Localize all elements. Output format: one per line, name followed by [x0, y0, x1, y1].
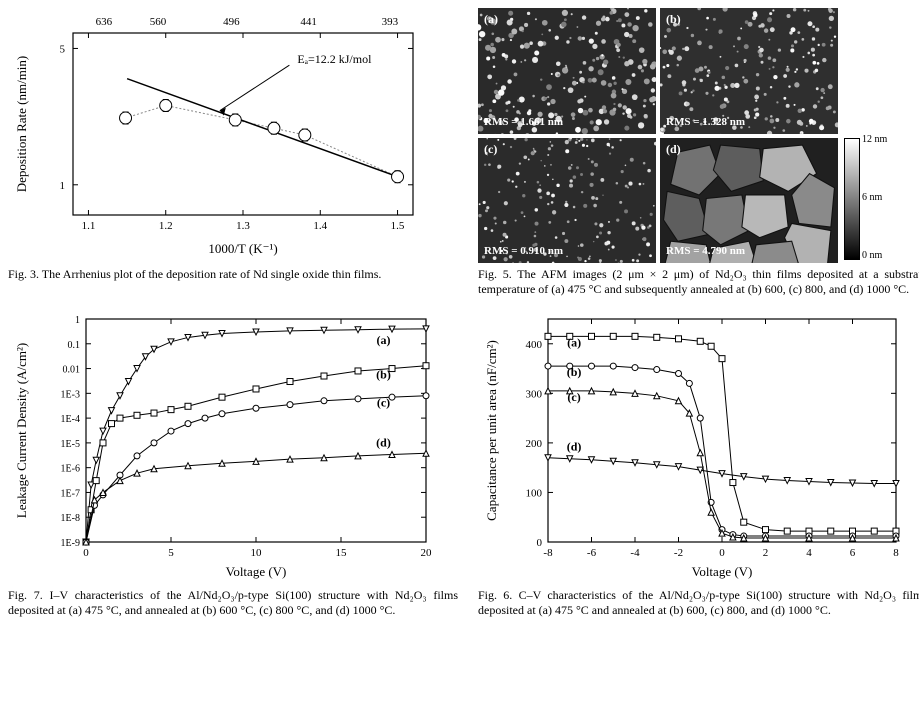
svg-text:5: 5	[168, 547, 174, 559]
svg-text:4: 4	[806, 547, 812, 559]
afm-panel-3: (d)RMS = 4.790 nm	[660, 138, 838, 264]
scale-mid: 6 nm	[862, 192, 882, 203]
svg-text:(c): (c)	[567, 390, 580, 404]
svg-text:1.2: 1.2	[159, 220, 173, 232]
fig3-plot: 1.1 1.2 1.3 1.4 1.5 636 560 496 441 393 1 5 Eₐ=12.2 …	[8, 8, 428, 263]
fig5-caption: Fig. 5. The AFM images (2 μm × 2 μm) of …	[478, 267, 919, 297]
svg-text:1.1: 1.1	[82, 220, 96, 232]
fig7-caption: Fig. 7. I–V characteristics of the Al/Nd…	[8, 588, 458, 618]
afm-panel-1: (b)RMS = 1.328 nm	[660, 8, 838, 134]
afm-panel-2: (c)RMS = 0.910 nm	[478, 138, 656, 264]
svg-text:(d): (d)	[376, 436, 391, 450]
svg-text:1E-8: 1E-8	[61, 513, 80, 524]
svg-text:0: 0	[537, 537, 543, 549]
svg-text:2: 2	[763, 547, 769, 559]
fig5-scalebar: 12 nm 6 nm 0 nm	[844, 138, 860, 258]
svg-text:8: 8	[893, 547, 899, 559]
svg-text:1.4: 1.4	[313, 220, 327, 232]
afm-panel-0: (a)RMS = 1.661 nm	[478, 8, 656, 134]
svg-text:1000/T (K⁻¹): 1000/T (K⁻¹)	[208, 241, 277, 256]
svg-text:441: 441	[300, 16, 317, 28]
svg-text:-2: -2	[674, 547, 683, 559]
svg-text:0: 0	[719, 547, 725, 559]
fig5-afm-grid: (a)RMS = 1.661 nm(b)RMS = 1.328 nm(c)RMS…	[478, 8, 838, 263]
scale-top: 12 nm	[862, 134, 887, 145]
svg-text:200: 200	[526, 438, 543, 450]
svg-text:(d): (d)	[567, 439, 582, 453]
svg-text:-6: -6	[587, 547, 597, 559]
svg-text:1: 1	[75, 315, 80, 326]
svg-text:10: 10	[251, 547, 263, 559]
svg-text:Leakage Current Density (A/cm²: Leakage Current Density (A/cm²)	[14, 343, 29, 518]
scale-bot: 0 nm	[862, 250, 882, 261]
svg-text:0: 0	[83, 547, 89, 559]
svg-text:1: 1	[60, 180, 66, 192]
svg-text:0.1: 0.1	[68, 340, 81, 351]
svg-text:300: 300	[526, 388, 543, 400]
svg-text:400: 400	[526, 339, 543, 351]
svg-text:(b): (b)	[567, 365, 582, 379]
svg-text:1E-5: 1E-5	[61, 439, 80, 450]
fig3-panel: 1.1 1.2 1.3 1.4 1.5 636 560 496 441 393 1 5 Eₐ=12.2 …	[8, 8, 458, 297]
fig3-caption: Fig. 3. The Arrhenius plot of the deposi…	[8, 267, 458, 282]
svg-text:1.3: 1.3	[236, 220, 250, 232]
svg-text:(a): (a)	[377, 333, 391, 347]
svg-text:100: 100	[526, 487, 543, 499]
fig7-plot: 0 5 10 15 20 1E-9 1E-8 1E-7 1E-6 1E-5 1E-4 1E-3 0.01…	[8, 309, 438, 584]
fig6-plot: -8 -6 -4 -2 0 2 4 6 8 0 100 200 300 400 (a) (b) (c) (d) Vo…	[478, 309, 908, 584]
svg-text:6: 6	[850, 547, 856, 559]
svg-text:(a): (a)	[567, 335, 581, 349]
svg-text:-4: -4	[630, 547, 640, 559]
fig5-panel: (a)RMS = 1.661 nm(b)RMS = 1.328 nm(c)RMS…	[478, 8, 919, 297]
svg-text:Eₐ=12.2 kJ/mol: Eₐ=12.2 kJ/mol	[297, 52, 372, 66]
fig6-panel: -8 -6 -4 -2 0 2 4 6 8 0 100 200 300 400 (a) (b) (c) (d) Vo…	[478, 309, 919, 618]
fig7-panel: 0 5 10 15 20 1E-9 1E-8 1E-7 1E-6 1E-5 1E-4 1E-3 0.01…	[8, 309, 458, 618]
svg-text:(b): (b)	[376, 367, 391, 381]
svg-text:1E-3: 1E-3	[61, 389, 80, 400]
svg-text:Capacitance per unit area (nF/: Capacitance per unit area (nF/cm²)	[484, 340, 499, 521]
svg-text:560: 560	[150, 16, 167, 28]
svg-text:393: 393	[382, 16, 399, 28]
svg-text:-8: -8	[543, 547, 553, 559]
svg-text:Deposition Rate (nm/min): Deposition Rate (nm/min)	[14, 56, 29, 192]
svg-text:1.5: 1.5	[391, 220, 405, 232]
svg-text:Voltage (V): Voltage (V)	[226, 564, 287, 579]
svg-text:Voltage (V): Voltage (V)	[692, 564, 753, 579]
svg-text:1E-4: 1E-4	[61, 414, 80, 425]
svg-text:496: 496	[223, 16, 240, 28]
svg-text:1E-7: 1E-7	[61, 488, 80, 499]
svg-text:20: 20	[421, 547, 433, 559]
svg-text:15: 15	[336, 547, 348, 559]
svg-text:0.01: 0.01	[63, 365, 81, 376]
fig6-caption: Fig. 6. C–V characteristics of the Al/Nd…	[478, 588, 919, 618]
svg-text:5: 5	[60, 43, 66, 55]
svg-text:1E-9: 1E-9	[61, 538, 80, 549]
svg-text:(c): (c)	[377, 395, 390, 409]
svg-text:636: 636	[96, 16, 113, 28]
svg-text:1E-6: 1E-6	[61, 464, 80, 475]
